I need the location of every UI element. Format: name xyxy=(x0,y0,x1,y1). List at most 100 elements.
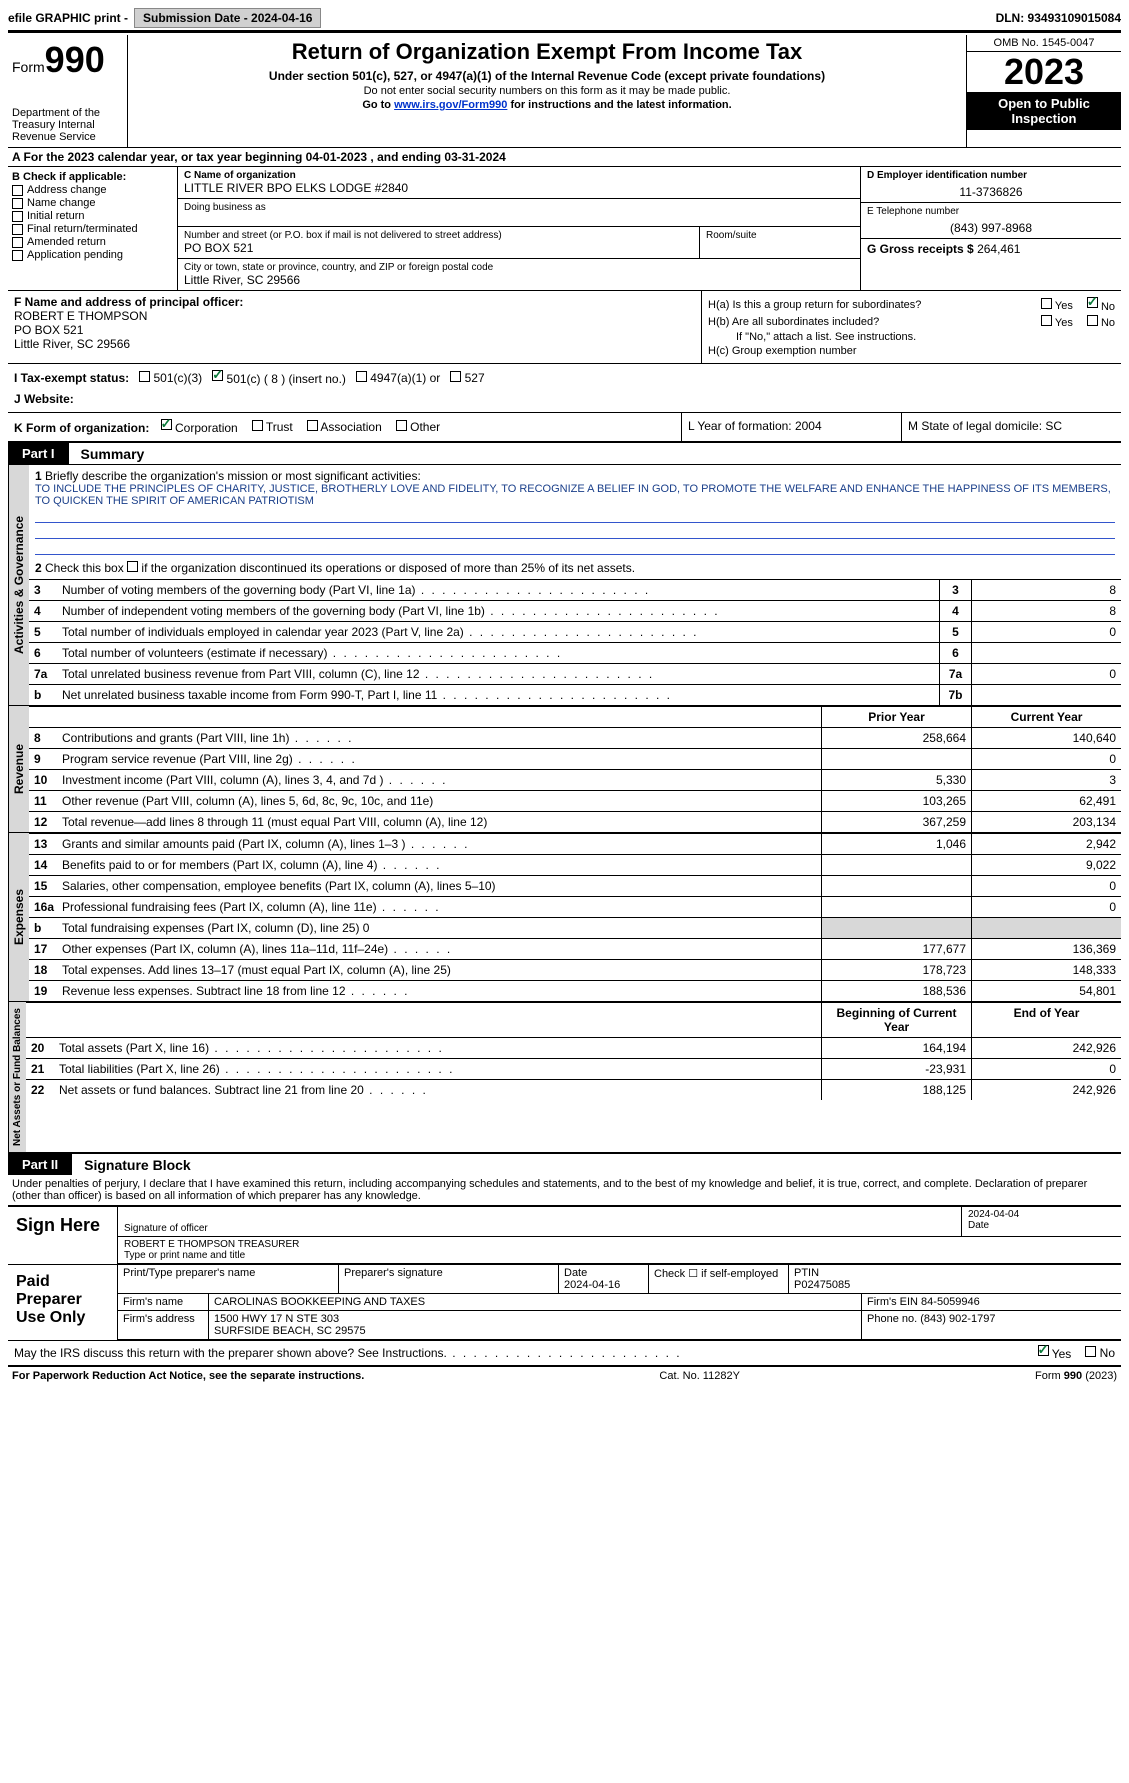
line15-num: 15 xyxy=(29,876,57,896)
line22-num: 22 xyxy=(26,1080,54,1100)
line10-text: Investment income (Part VIII, column (A)… xyxy=(62,773,447,787)
city-label: City or town, state or province, country… xyxy=(184,262,854,273)
501c3-label: 501(c)(3) xyxy=(154,371,203,385)
527-checkbox[interactable] xyxy=(450,371,461,382)
prep-name-header: Print/Type preparer's name xyxy=(118,1265,338,1294)
application-pending-checkbox[interactable] xyxy=(12,250,23,261)
line7b-box: 7b xyxy=(939,685,971,705)
4947-checkbox[interactable] xyxy=(356,371,367,382)
sign-here-label: Sign Here xyxy=(8,1207,118,1264)
discuss-yes-checkbox[interactable] xyxy=(1038,1345,1049,1356)
line7a-text: Total unrelated business revenue from Pa… xyxy=(62,667,654,681)
ssn-warning: Do not enter social security numbers on … xyxy=(134,85,960,97)
line17-num: 17 xyxy=(29,939,57,959)
form-number: 990 xyxy=(45,39,105,80)
ha-no-checkbox[interactable] xyxy=(1087,297,1098,308)
line18-cy: 148,333 xyxy=(971,960,1121,980)
501c3-checkbox[interactable] xyxy=(139,371,150,382)
line13-num: 13 xyxy=(29,834,57,854)
irs-link[interactable]: www.irs.gov/Form990 xyxy=(394,99,507,111)
line16b-py xyxy=(821,918,971,938)
corp-label: Corporation xyxy=(175,421,238,435)
final-return-checkbox[interactable] xyxy=(12,224,23,235)
form-subtitle: Under section 501(c), 527, or 4947(a)(1)… xyxy=(134,69,960,83)
line16b-num: b xyxy=(29,918,57,938)
net-assets-sidetab: Net Assets or Fund Balances xyxy=(8,1002,26,1152)
hb-yes-checkbox[interactable] xyxy=(1041,315,1052,326)
line17-text: Other expenses (Part IX, column (A), lin… xyxy=(62,942,452,956)
line3-num: 3 xyxy=(29,580,57,600)
line6-val xyxy=(971,643,1121,663)
initial-return-checkbox[interactable] xyxy=(12,211,23,222)
form-title: Return of Organization Exempt From Incom… xyxy=(134,39,960,65)
line18-text: Total expenses. Add lines 13–17 (must eq… xyxy=(62,963,451,977)
open-inspection-badge: Open to Public Inspection xyxy=(967,92,1121,130)
discontinued-checkbox[interactable] xyxy=(127,561,138,572)
hc-label: H(c) Group exemption number xyxy=(708,345,857,357)
line9-num: 9 xyxy=(29,749,57,769)
line19-text: Revenue less expenses. Subtract line 18 … xyxy=(62,984,410,998)
line3-val: 8 xyxy=(971,580,1121,600)
line17-cy: 136,369 xyxy=(971,939,1121,959)
period-begin: 04-01-2023 xyxy=(306,150,367,164)
officer-print-name: ROBERT E THOMPSON TREASURER xyxy=(124,1239,1115,1250)
phone-value: (843) 997-8968 xyxy=(867,221,1115,235)
other-checkbox[interactable] xyxy=(396,420,407,431)
dln-label: DLN: 93493109015084 xyxy=(996,11,1121,25)
trust-checkbox[interactable] xyxy=(252,420,263,431)
line10-num: 10 xyxy=(29,770,57,790)
firm-name-value: CAROLINAS BOOKKEEPING AND TAXES xyxy=(208,1294,861,1311)
line21-cy: 0 xyxy=(971,1059,1121,1079)
line8-py: 258,664 xyxy=(821,728,971,748)
line14-text: Benefits paid to or for members (Part IX… xyxy=(62,858,441,872)
line7a-num: 7a xyxy=(29,664,57,684)
efile-graphic-label: efile GRAPHIC print - xyxy=(8,11,128,25)
line15-py xyxy=(821,876,971,896)
dept-label: Department of the Treasury Internal Reve… xyxy=(12,107,123,143)
line3-box: 3 xyxy=(939,580,971,600)
501c-checkbox[interactable] xyxy=(212,370,223,381)
line4-num: 4 xyxy=(29,601,57,621)
line12-cy: 203,134 xyxy=(971,812,1121,832)
address-change-checkbox[interactable] xyxy=(12,185,23,196)
corp-checkbox[interactable] xyxy=(161,419,172,430)
trust-label: Trust xyxy=(266,420,293,434)
ha-yes-checkbox[interactable] xyxy=(1041,298,1052,309)
line20-cy: 242,926 xyxy=(971,1038,1121,1058)
line12-num: 12 xyxy=(29,812,57,832)
line21-num: 21 xyxy=(26,1059,54,1079)
sig-date-label: Date xyxy=(968,1220,1115,1231)
line7b-text: Net unrelated business taxable income fr… xyxy=(62,688,672,702)
line15-cy: 0 xyxy=(971,876,1121,896)
submission-date-button[interactable]: Submission Date - 2024-04-16 xyxy=(134,8,321,28)
state-domicile: M State of legal domicile: SC xyxy=(901,413,1121,441)
hb-no-checkbox[interactable] xyxy=(1087,315,1098,326)
line14-num: 14 xyxy=(29,855,57,875)
line19-num: 19 xyxy=(29,981,57,1001)
line21-py: -23,931 xyxy=(821,1059,971,1079)
ha-no-label: No xyxy=(1101,301,1115,313)
hb-note: If "No," attach a list. See instructions… xyxy=(708,331,1115,343)
officer-label: F Name and address of principal officer: xyxy=(14,295,695,309)
q2-pre: Check this box xyxy=(45,561,127,575)
discuss-no-checkbox[interactable] xyxy=(1085,1346,1096,1357)
application-pending-label: Application pending xyxy=(27,249,123,261)
line16a-text: Professional fundraising fees (Part IX, … xyxy=(62,900,441,914)
end-year-header: End of Year xyxy=(971,1003,1121,1037)
name-change-checkbox[interactable] xyxy=(12,198,23,209)
prep-selfemp: Check ☐ if self-employed xyxy=(648,1265,788,1294)
assoc-checkbox[interactable] xyxy=(307,420,318,431)
line12-py: 367,259 xyxy=(821,812,971,832)
footer-form-number: 990 xyxy=(1064,1370,1082,1382)
line8-num: 8 xyxy=(29,728,57,748)
year-formation: L Year of formation: 2004 xyxy=(681,413,901,441)
paperwork-notice: For Paperwork Reduction Act Notice, see … xyxy=(12,1370,364,1382)
part1-tab: Part I xyxy=(8,443,69,464)
street-value: PO BOX 521 xyxy=(184,241,693,255)
hb-label: H(b) Are all subordinates included? xyxy=(708,316,879,328)
501c-label: 501(c) ( 8 ) (insert no.) xyxy=(227,372,346,386)
prep-sig-header: Preparer's signature xyxy=(338,1265,558,1294)
line10-py: 5,330 xyxy=(821,770,971,790)
amended-return-checkbox[interactable] xyxy=(12,237,23,248)
line13-cy: 2,942 xyxy=(971,834,1121,854)
